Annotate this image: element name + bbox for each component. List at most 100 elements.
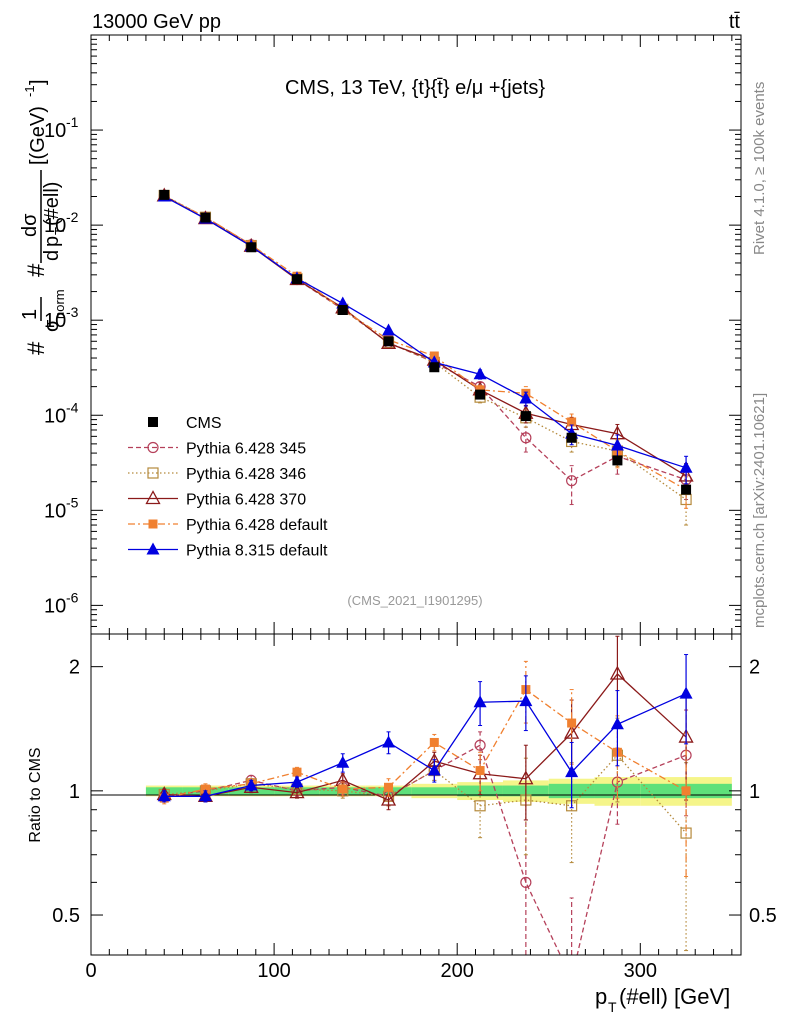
- point-cms-data: [337, 304, 348, 315]
- ylabel-unit-exp: -1: [22, 85, 37, 97]
- point-ratio-pythia-6-428-default: [475, 766, 485, 776]
- legend-item-pythia-6-428-345: Pythia 6.428 345: [128, 441, 306, 458]
- point-ratio-pythia-6-428-default: [567, 718, 577, 728]
- x-tick-label: 0: [85, 960, 96, 982]
- x-axis-label: p T (#ell) [GeV]: [595, 984, 730, 1015]
- ylabel-one: 1: [19, 309, 41, 320]
- series-line-pythia-6-428-345: [163, 195, 687, 482]
- series-cms-data: [159, 189, 692, 495]
- y-tick-label-exp: -5: [66, 494, 79, 510]
- point-cms-data: [429, 362, 440, 373]
- legend-label: Pythia 6.428 346: [186, 466, 306, 483]
- y-tick-label: 10: [44, 500, 66, 522]
- ratio-y-tick-label-right: 1: [749, 781, 760, 803]
- plot-title: CMS, 13 TeV, {t}{t̄} e/μ +{jets}: [285, 77, 545, 99]
- point-ratio-pythia-6-428-370: [380, 791, 397, 806]
- point-ratio-pythia-8-315-default: [427, 763, 441, 776]
- point-cms-data: [159, 189, 170, 200]
- legend-marker: [145, 490, 161, 505]
- point-pythia-8-315-default: [610, 438, 624, 451]
- ylabel-norm: norm: [52, 289, 67, 319]
- point-ratio-pythia-8-315-default: [610, 717, 624, 730]
- series-line-pythia-6-428-default: [163, 195, 687, 491]
- process-label: tt̄: [729, 11, 741, 33]
- ylabel-p: p: [41, 236, 63, 247]
- ylabel-unit: [(GeV): [27, 106, 49, 165]
- point-cms-data: [520, 411, 531, 422]
- point-ratio-pythia-6-428-370: [289, 784, 305, 799]
- y-tick-label: 10: [44, 120, 66, 142]
- legend-marker: [148, 519, 158, 529]
- series-line-ratio-pythia-6-428-370: [164, 673, 687, 801]
- ratio-y-axis-label: Ratio to CMS: [27, 747, 44, 842]
- series-line-pythia-8-315-default: [163, 195, 687, 469]
- point-ratio-pythia-6-428-345: [520, 876, 532, 888]
- point-ratio-pythia-8-315-default: [290, 775, 304, 788]
- ylabel-t: T: [52, 227, 67, 235]
- series-line-ratio-pythia-6-428-default: [164, 688, 687, 799]
- series-line-ratio-pythia-6-428-345: [164, 744, 687, 955]
- energy-label: 13000 GeV pp: [92, 11, 221, 33]
- main-y-axis-label: # 1 σ norm # dσ d p T (#ell) [(GeV) -1 ]: [19, 79, 67, 355]
- point-ratio-pythia-8-315-default: [336, 755, 350, 768]
- point-ratio-pythia-8-315-default: [565, 765, 579, 778]
- y-tick-label-exp: -1: [66, 114, 79, 130]
- xlabel-rest: (#ell) [GeV]: [619, 984, 730, 1009]
- point-pythia-8-315-default: [473, 367, 487, 380]
- ratio-y-tick-label: 1: [69, 781, 80, 803]
- legend-label: Pythia 6.428 370: [186, 492, 306, 509]
- ratio-y-tick-label: 2: [69, 657, 80, 679]
- ratio-y-tick-label: 0.5: [52, 905, 80, 927]
- point-pythia-8-315-default: [519, 391, 533, 404]
- point-ratio-pythia-8-315-default: [198, 789, 212, 802]
- series-line-pythia-6-428-370: [163, 195, 687, 477]
- ylabel-hash2: #: [23, 263, 50, 277]
- main-panel: 10-610-510-410-310-210-1: [44, 34, 742, 635]
- point-cms-data: [383, 336, 394, 347]
- ylabel-hash1: #: [23, 341, 50, 355]
- legend-label: Pythia 8.315 default: [186, 543, 328, 560]
- point-ratio-pythia-6-428-370: [518, 770, 534, 785]
- point-cms-data: [291, 274, 302, 285]
- legend-item-cms: CMS: [148, 415, 222, 432]
- point-pythia-8-315-default: [382, 323, 396, 336]
- band-inner-segment: [411, 787, 458, 795]
- legend-item-pythia-6-428-346: Pythia 6.428 346: [128, 466, 306, 483]
- legend-label: Pythia 6.428 default: [186, 517, 328, 534]
- point-ratio-pythia-6-428-default: [681, 786, 691, 796]
- point-pythia-6-428-345: [566, 475, 578, 487]
- y-tick-label: 10: [44, 310, 66, 332]
- y-tick-label-exp: -2: [66, 209, 79, 225]
- y-tick-label: 10: [44, 405, 66, 427]
- series-ratio-pythia-6-428-346: [158, 717, 692, 952]
- point-cms-data: [475, 389, 486, 400]
- series-ratio-pythia-8-315-default: [157, 654, 693, 809]
- point-ratio-pythia-8-315-default: [382, 735, 396, 748]
- legend-label: CMS: [186, 415, 222, 432]
- y-tick-label: 10: [44, 595, 66, 617]
- legend-marker: [148, 417, 158, 427]
- legend: CMS Pythia 6.428 345 Pythia 6.428 346 Pythi…: [128, 415, 328, 560]
- ratio-uncertainty-band: [145, 777, 732, 806]
- x-tick-label: 200: [441, 960, 474, 982]
- point-ratio-pythia-8-315-default: [519, 694, 533, 707]
- ylabel-unit-close: ]: [27, 79, 49, 85]
- xlabel-t: T: [608, 999, 617, 1015]
- point-pythia-6-428-default: [567, 417, 577, 427]
- ratio-series: [156, 635, 694, 955]
- legend-item-pythia-8-315-default: Pythia 8.315 default: [128, 542, 328, 560]
- point-ratio-pythia-8-315-default: [473, 695, 487, 708]
- x-tick-label: 300: [624, 960, 657, 982]
- analysis-id: (CMS_2021_I1901295): [347, 593, 482, 608]
- ratio-y-tick-label-right: 0.5: [749, 905, 777, 927]
- point-ratio-pythia-6-428-default: [429, 737, 439, 747]
- ratio-frame: [90, 633, 742, 956]
- ylabel-dsigma: dσ: [19, 213, 41, 237]
- point-pythia-8-315-default: [679, 460, 693, 473]
- rivet-version-label: Rivet 4.1.0, ≥ 100k events: [751, 82, 768, 255]
- series-ratio-pythia-6-428-345: [158, 709, 692, 955]
- point-ratio-pythia-6-428-default: [338, 784, 348, 794]
- ylabel-d: d: [41, 250, 63, 261]
- legend-label: Pythia 6.428 345: [186, 441, 306, 458]
